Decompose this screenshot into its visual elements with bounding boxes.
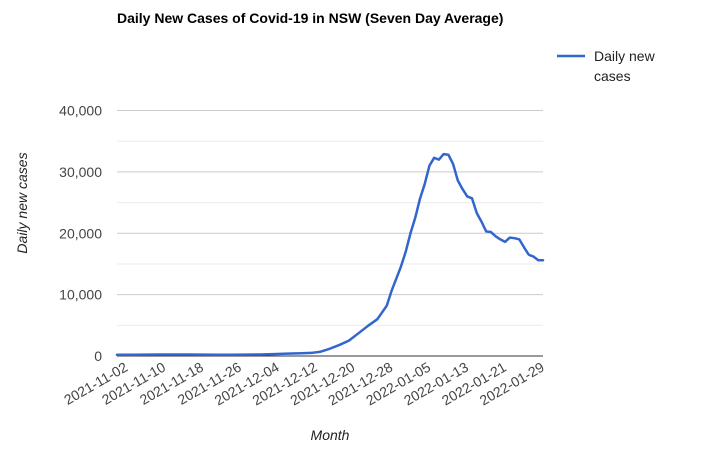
- y-tick-label: 40,000: [59, 103, 102, 119]
- legend: Daily new cases: [557, 48, 656, 84]
- y-axis-label: Daily new cases: [14, 152, 30, 253]
- x-axis-label: Month: [311, 427, 350, 443]
- x-tick-labels: 2021-11-022021-11-102021-11-182021-11-26…: [61, 359, 547, 409]
- y-tick-label: 20,000: [59, 225, 102, 241]
- y-tick-labels: 0 10,000 20,000 30,000 40,000: [59, 103, 102, 364]
- series-line-daily-new-cases: [115, 152, 545, 357]
- y-tick-label: 30,000: [59, 164, 102, 180]
- y-tick-label: 0: [94, 348, 102, 364]
- legend-label-line: Daily new: [594, 48, 656, 64]
- legend-label-line: cases: [594, 68, 631, 84]
- legend-label-daily-new-cases: Daily new cases: [594, 48, 656, 84]
- gridlines: [117, 110, 543, 326]
- y-tick-label: 10,000: [59, 287, 102, 303]
- chart-title: Daily New Cases of Covid-19 in NSW (Seve…: [117, 10, 503, 26]
